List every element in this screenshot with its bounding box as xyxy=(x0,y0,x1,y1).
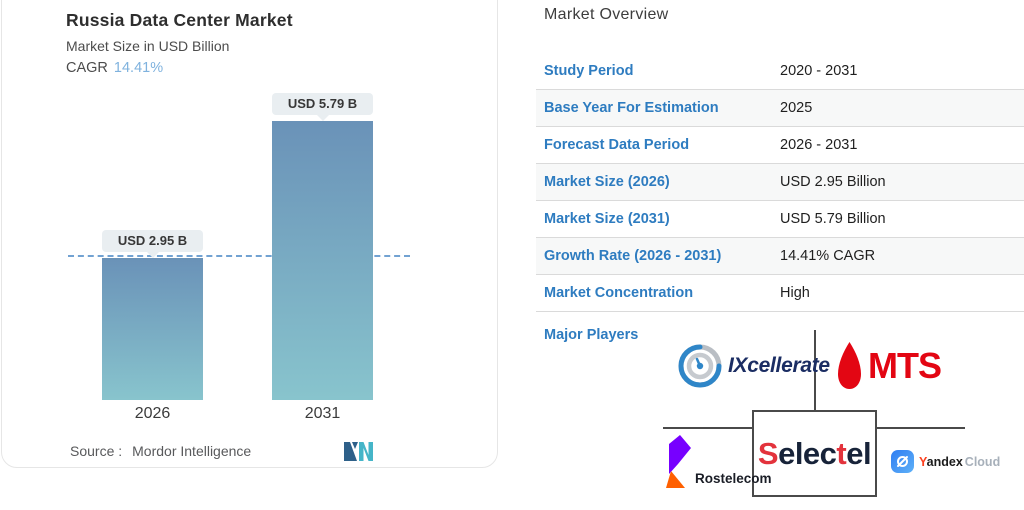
selectel-logo: Selectel xyxy=(752,410,877,497)
ixcellerate-icon xyxy=(678,344,722,388)
table-row: Base Year For Estimation 2025 xyxy=(536,89,1024,126)
table-row: Market Size (2031) USD 5.79 Billion xyxy=(536,200,1024,237)
ixcellerate-logo: IXcellerate xyxy=(678,344,830,388)
major-players-row xyxy=(536,311,1024,510)
row-label: Base Year For Estimation xyxy=(544,100,719,116)
table-row: Market Size (2026) USD 2.95 Billion xyxy=(536,163,1024,200)
table-row: Growth Rate (2026 - 2031) 14.41% CAGR xyxy=(536,237,1024,274)
chart-cagr: CAGR 14.41% xyxy=(66,60,163,76)
row-value: USD 5.79 Billion xyxy=(780,211,886,227)
row-value: 14.41% CAGR xyxy=(780,248,876,264)
source-value: Mordor Intelligence xyxy=(132,443,252,459)
table-row: Study Period 2020 - 2031 xyxy=(536,52,1024,89)
row-value: 2025 xyxy=(780,100,813,116)
reference-dashed-line xyxy=(68,254,410,257)
bar-value-badge-2026: USD 2.95 B xyxy=(102,229,203,258)
cagr-label: CAGR xyxy=(66,60,108,76)
chart-title: Russia Data Center Market xyxy=(66,10,293,30)
chart-subtitle: Market Size in USD Billion xyxy=(66,38,230,54)
bar-2026 xyxy=(102,257,203,400)
yandex-cloud-icon xyxy=(891,450,914,473)
mordor-intelligence-logo-icon xyxy=(344,442,373,461)
mts-wordmark: MTS xyxy=(868,344,942,386)
rostelecom-icon xyxy=(666,435,691,488)
rostelecom-logo: Rostelecom xyxy=(666,434,772,490)
ixcellerate-wordmark: IXcellerate xyxy=(728,354,830,377)
overview-table: Study Period 2020 - 2031 Base Year For E… xyxy=(536,52,1024,311)
connector-line xyxy=(877,427,965,429)
connector-line xyxy=(814,330,816,410)
row-label: Growth Rate (2026 - 2031) xyxy=(544,248,722,264)
bar-2031 xyxy=(272,120,373,400)
source-line: Source : Mordor Intelligence xyxy=(70,443,251,459)
major-players-label: Major Players xyxy=(544,327,639,343)
overview-heading: Market Overview xyxy=(544,6,669,23)
chart-card xyxy=(1,0,498,468)
row-label: Market Concentration xyxy=(544,285,694,301)
connector-line xyxy=(663,427,752,429)
source-label: Source : xyxy=(70,443,123,459)
yandex-cloud-logo: Yandex Cloud xyxy=(891,450,1000,473)
yandex-cloud-wordmark: Yandex Cloud xyxy=(919,454,1001,469)
row-value: High xyxy=(780,285,810,301)
table-row: Forecast Data Period 2026 - 2031 xyxy=(536,126,1024,163)
cagr-value: 14.41% xyxy=(113,60,164,76)
mts-logo: MTS xyxy=(838,342,942,389)
bar-value-badge-2031: USD 5.79 B xyxy=(272,92,373,121)
row-label: Market Size (2026) xyxy=(544,174,670,190)
selectel-wordmark: Selectel xyxy=(757,435,872,471)
table-row: Market Concentration High xyxy=(536,274,1024,311)
row-label: Market Size (2031) xyxy=(544,211,670,227)
x-axis-label-2031: 2031 xyxy=(304,405,341,422)
row-value: 2020 - 2031 xyxy=(780,62,858,79)
x-axis-label-2026: 2026 xyxy=(134,405,171,422)
mts-egg-icon xyxy=(838,342,861,389)
row-value: 2026 - 2031 xyxy=(780,137,858,153)
rostelecom-wordmark: Rostelecom xyxy=(695,471,772,486)
row-value: USD 2.95 Billion xyxy=(780,174,886,190)
row-label: Forecast Data Period xyxy=(544,137,690,153)
row-label: Study Period xyxy=(544,62,634,79)
